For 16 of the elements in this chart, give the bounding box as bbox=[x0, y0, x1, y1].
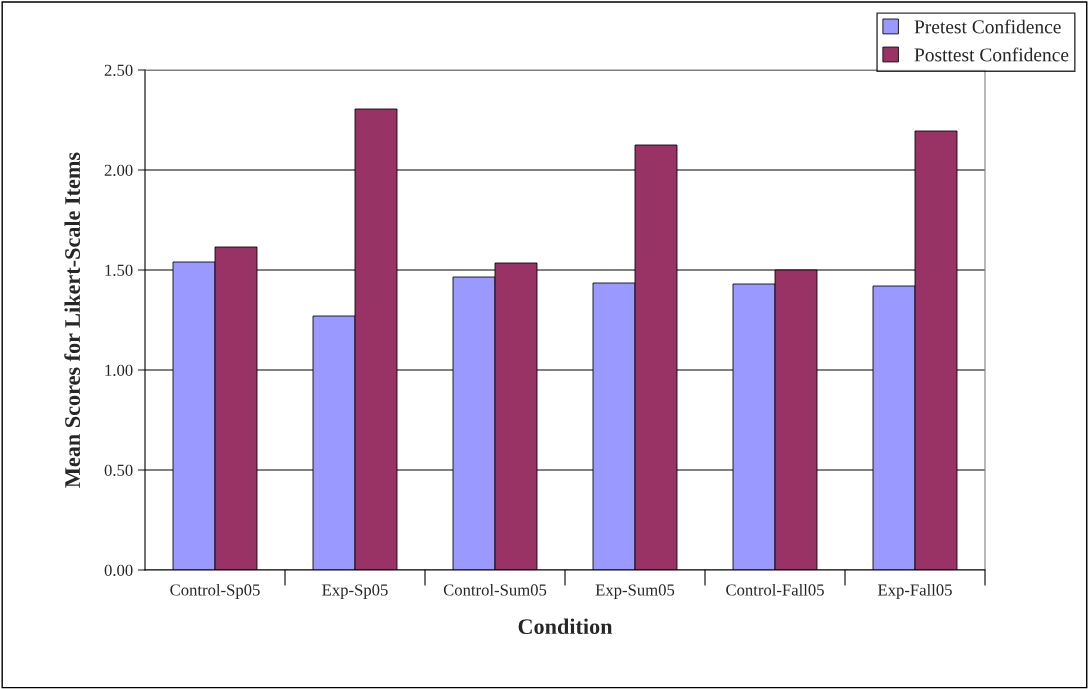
y-axis-title: Mean Scores for Likert-Scale Items bbox=[64, 152, 81, 488]
y-tick-label: 0.50 bbox=[104, 464, 133, 477]
x-tick-label: Exp-Fall05 bbox=[877, 583, 952, 599]
x-tick-label: Exp-Sum05 bbox=[595, 584, 675, 599]
x-axis-title: Condition bbox=[518, 618, 613, 635]
x-tick-label: Control-Sp05 bbox=[170, 583, 260, 599]
y-tick-label: 2.00 bbox=[104, 164, 133, 177]
y-tick-label: 0.00 bbox=[104, 564, 133, 577]
legend-label: Pretest Confidence bbox=[914, 19, 1061, 34]
x-tick-label: Exp-Sp05 bbox=[322, 584, 388, 599]
x-tick-label: Control-Fall05 bbox=[726, 583, 824, 596]
y-tick-label: 1.50 bbox=[105, 264, 133, 277]
y-tick-label: 2.50 bbox=[104, 64, 133, 77]
y-tick-label: 1.00 bbox=[105, 364, 133, 377]
legend-label: Posttest Confidence bbox=[914, 47, 1069, 62]
x-tick-label: Control-Sum05 bbox=[443, 583, 547, 596]
